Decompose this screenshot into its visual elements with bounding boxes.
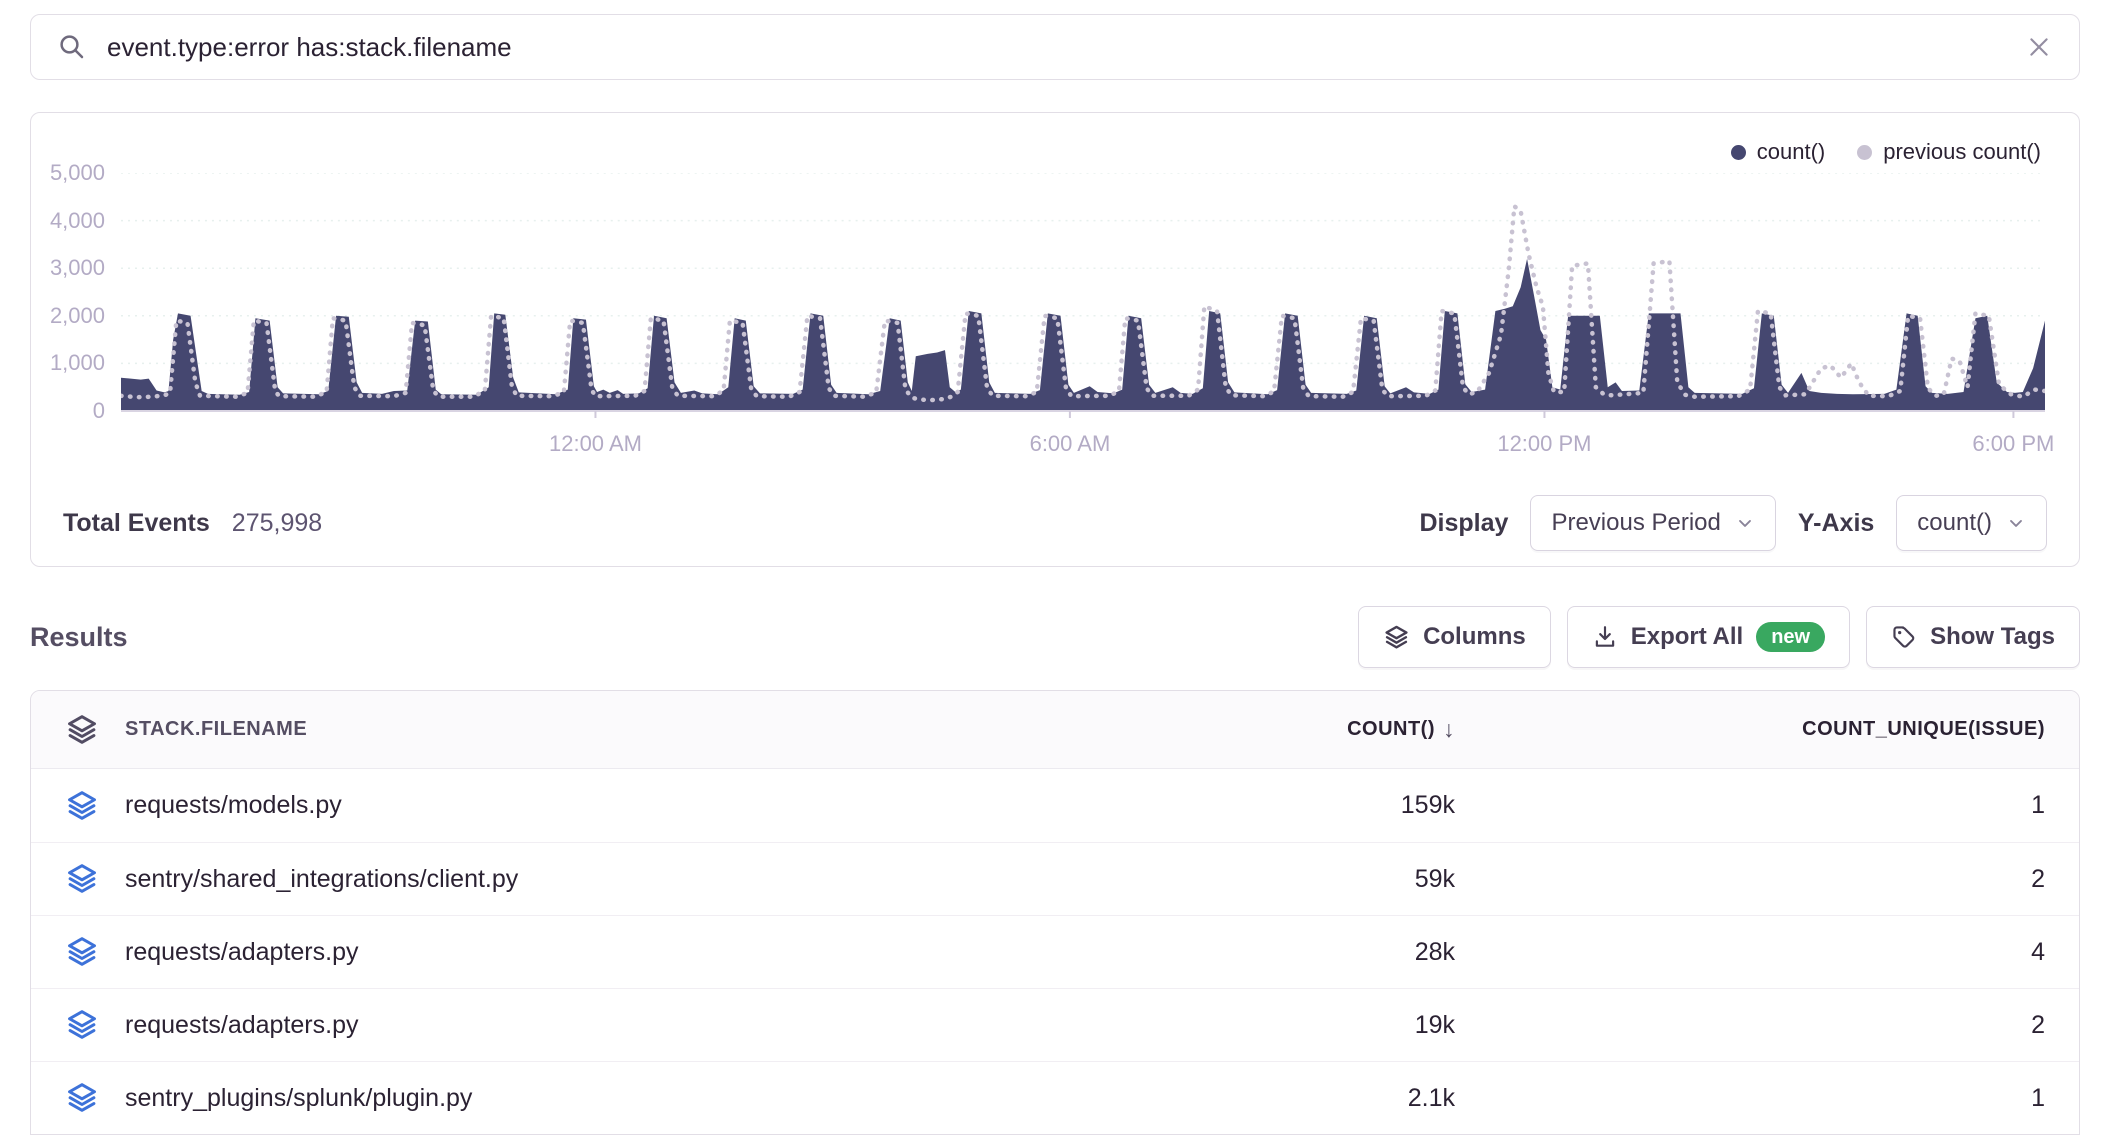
filename-cell: requests/adapters.py	[65, 1008, 1175, 1042]
legend-item-count[interactable]: count()	[1730, 139, 1826, 165]
header-count-unique[interactable]: COUNT_UNIQUE(ISSUE)	[1455, 718, 2045, 741]
header-count-label: COUNT()	[1347, 718, 1435, 740]
count-cell: 159k	[1400, 791, 1455, 819]
y-axis: 0 1,000 2,000 3,000 4,000 5,000	[31, 160, 105, 423]
results-table: STACK.FILENAME COUNT() ↓ COUNT_UNIQUE(IS…	[30, 690, 2080, 1135]
y-tick-label: 2,000	[49, 302, 105, 328]
download-icon	[1592, 624, 1618, 650]
y-tick-label: 5,000	[49, 160, 105, 185]
count-cell: 28k	[1414, 937, 1455, 966]
y-tick-label: 1,000	[49, 350, 105, 376]
display-dropdown[interactable]: Previous Period	[1530, 495, 1776, 551]
search-input[interactable]	[107, 31, 2005, 63]
chart-legend: count() previous count()	[1730, 139, 2041, 165]
show-tags-button[interactable]: Show Tags	[1866, 606, 2080, 668]
table-row[interactable]: sentry_plugins/splunk/plugin.py 2.1k 1	[31, 1061, 2079, 1134]
table-row[interactable]: requests/models.py 159k 1	[31, 769, 2079, 842]
filename-cell: sentry_plugins/splunk/plugin.py	[65, 1081, 1175, 1115]
display-dropdown-value: Previous Period	[1551, 509, 1721, 536]
tag-icon	[1891, 624, 1917, 650]
unique-cell: 4	[2031, 937, 2045, 966]
sort-desc-icon: ↓	[1443, 716, 1455, 742]
filename-cell: requests/adapters.py	[65, 935, 1175, 969]
stack-icon	[65, 935, 99, 969]
total-events-value: 275,998	[231, 508, 323, 537]
filename-text: requests/adapters.py	[125, 937, 359, 966]
search-bar	[30, 14, 2080, 80]
export-all-button[interactable]: Export All new	[1566, 606, 1851, 668]
table-row[interactable]: sentry/shared_integrations/client.py 59k 2	[31, 842, 2079, 915]
legend-label-previous-count: previous count()	[1883, 139, 2041, 164]
x-axis: 12:00 AM 6:00 AM 12:00 PM 6:00 PM	[121, 431, 2054, 461]
total-events: Total Events 275,998	[63, 509, 322, 538]
table-header: STACK.FILENAME COUNT() ↓ COUNT_UNIQUE(IS…	[31, 691, 2079, 769]
x-tick-label: 12:00 AM	[548, 431, 642, 456]
previous-count-series-dot-icon	[1857, 144, 1873, 160]
y-tick-label: 4,000	[49, 207, 105, 233]
chart-plot[interactable]	[121, 173, 2045, 419]
columns-button-label: Columns	[1423, 623, 1526, 650]
count-cell: 19k	[1414, 1010, 1455, 1039]
y-axis-control-label: Y-Axis	[1797, 508, 1875, 537]
legend-label-count: count()	[1756, 139, 1826, 164]
events-chart	[121, 173, 2045, 418]
events-chart-panel: count() previous count() 0 1,000 2,000 3,00…	[30, 112, 2080, 567]
chevron-down-icon	[1735, 513, 1755, 533]
x-tick-label: 12:00 PM	[1497, 431, 1592, 456]
header-filename-label: STACK.FILENAME	[125, 718, 308, 740]
filename-text: requests/adapters.py	[125, 1010, 359, 1039]
legend-item-previous-count[interactable]: previous count()	[1857, 139, 2041, 165]
count-cell: 59k	[1414, 864, 1455, 893]
filename-cell: sentry/shared_integrations/client.py	[65, 862, 1175, 896]
filename-text: sentry/shared_integrations/client.py	[125, 864, 519, 893]
unique-cell: 1	[2031, 1083, 2045, 1112]
table-row[interactable]: requests/adapters.py 28k 4	[31, 915, 2079, 988]
new-badge: new	[1756, 622, 1826, 652]
search-icon	[57, 32, 87, 62]
y-axis-dropdown[interactable]: count()	[1896, 495, 2047, 551]
table-row[interactable]: requests/adapters.py 19k 2	[31, 988, 2079, 1061]
layers-icon	[65, 713, 99, 747]
chart-footer: Total Events 275,998 Display Previous Pe…	[63, 494, 2047, 552]
export-all-button-label: Export All	[1630, 623, 1744, 650]
unique-cell: 2	[2031, 864, 2045, 893]
filename-cell: requests/models.py	[65, 789, 1175, 823]
show-tags-button-label: Show Tags	[1930, 623, 2055, 650]
filename-text: sentry_plugins/splunk/plugin.py	[125, 1083, 473, 1112]
filename-text: requests/models.py	[125, 791, 342, 819]
layers-icon	[1383, 624, 1410, 651]
header-unique-label: COUNT_UNIQUE(ISSUE)	[1802, 718, 2045, 740]
stack-icon	[65, 789, 99, 823]
total-events-label: Total Events	[63, 508, 210, 537]
results-toolbar: Columns Export All new Show Tags	[1358, 606, 2080, 668]
display-label: Display	[1419, 508, 1509, 537]
header-stack-filename[interactable]: STACK.FILENAME	[65, 713, 1175, 747]
chevron-down-icon	[2006, 513, 2026, 533]
stack-icon	[65, 862, 99, 896]
results-title: Results	[30, 621, 128, 652]
count-series-dot-icon	[1730, 144, 1746, 160]
x-tick-label: 6:00 AM	[1029, 431, 1111, 456]
columns-button[interactable]: Columns	[1358, 606, 1551, 668]
unique-cell: 2	[2031, 1010, 2045, 1039]
x-tick-label: 6:00 PM	[1972, 431, 2055, 456]
y-tick-label: 0	[92, 398, 105, 423]
y-axis-dropdown-value: count()	[1917, 509, 1992, 536]
chart-controls: Display Previous Period Y-Axis count()	[1419, 495, 2047, 551]
results-header: Results Columns Export All new Show Tags	[30, 604, 2080, 670]
unique-cell: 1	[2031, 791, 2045, 819]
stack-icon	[65, 1081, 99, 1115]
y-tick-label: 3,000	[49, 255, 105, 281]
count-cell: 2.1k	[1407, 1083, 1455, 1112]
results-table-body: requests/models.py 159k 1 sentry/shared_int…	[31, 769, 2079, 1134]
stack-icon	[65, 1008, 99, 1042]
close-icon[interactable]	[2025, 33, 2053, 61]
header-count[interactable]: COUNT() ↓	[1175, 716, 1455, 743]
